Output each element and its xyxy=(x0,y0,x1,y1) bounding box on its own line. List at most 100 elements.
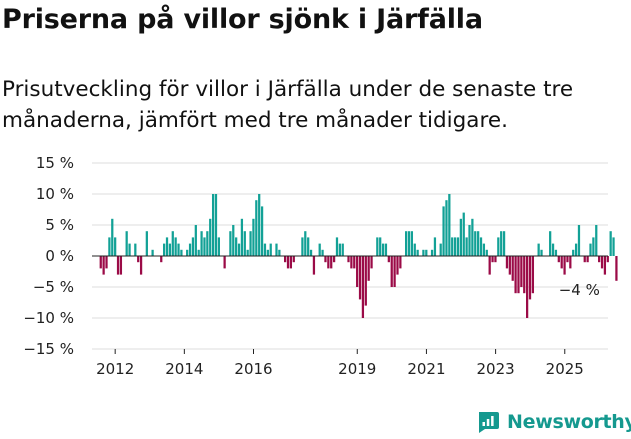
bar-positive xyxy=(321,249,324,256)
bar-negative xyxy=(505,256,509,269)
bar-negative xyxy=(289,256,293,269)
y-tick-label: −15 % xyxy=(23,340,74,358)
bar-positive xyxy=(194,225,197,256)
bar-positive xyxy=(186,249,189,256)
bar-positive xyxy=(384,243,388,256)
bar-positive xyxy=(171,231,174,256)
bar-positive xyxy=(180,249,183,256)
bar-positive xyxy=(318,243,321,256)
bar-positive xyxy=(266,249,269,256)
bar-negative xyxy=(531,256,535,294)
bar-positive xyxy=(338,243,341,256)
bar-positive xyxy=(540,249,543,256)
bar-positive xyxy=(243,231,246,256)
brand-name: Newsworthy xyxy=(507,411,631,433)
y-tick-label: 5 % xyxy=(45,216,74,234)
bar-negative xyxy=(528,256,532,300)
bar-positive xyxy=(407,231,411,256)
bar-negative xyxy=(139,256,143,275)
bar-negative xyxy=(367,256,370,281)
bar-positive xyxy=(468,225,471,256)
bar-negative xyxy=(491,256,494,263)
bar-positive xyxy=(422,249,425,256)
bar-positive xyxy=(462,212,465,256)
bar-positive xyxy=(502,231,506,256)
y-tick-label: 15 % xyxy=(36,154,74,172)
bar-negative xyxy=(569,256,572,269)
bar-negative xyxy=(347,256,350,263)
bar-positive xyxy=(304,231,307,256)
bar-positive xyxy=(425,249,428,256)
page-subtitle: Prisutveckling för villor i Järfälla und… xyxy=(2,77,574,133)
bar-positive xyxy=(549,231,552,256)
bar-negative xyxy=(292,256,295,263)
bar-positive xyxy=(237,243,241,256)
bar-positive xyxy=(177,243,180,256)
bar-positive xyxy=(612,237,615,256)
bar-positive xyxy=(497,237,500,256)
bar-negative xyxy=(286,256,290,269)
bar-positive xyxy=(376,237,379,256)
bar-positive xyxy=(229,231,232,256)
bar-positive xyxy=(128,243,131,256)
bar-negative xyxy=(105,256,108,269)
bar-positive xyxy=(485,249,488,256)
x-tick-label: 2014 xyxy=(165,360,203,378)
bar-negative xyxy=(312,256,316,275)
bar-positive xyxy=(609,231,612,256)
bar-negative xyxy=(517,256,520,294)
bar-negative xyxy=(583,256,586,263)
bar-negative xyxy=(116,256,120,275)
bar-positive xyxy=(203,237,206,256)
y-tick-label: 10 % xyxy=(36,185,74,203)
bar-negative xyxy=(566,256,569,263)
bar-positive xyxy=(114,237,117,256)
bar-positive xyxy=(217,237,220,256)
bar-negative xyxy=(393,256,396,287)
bar-negative xyxy=(353,256,356,269)
bar-negative xyxy=(526,256,529,318)
bar-negative xyxy=(586,256,589,263)
bar-negative xyxy=(488,256,491,275)
y-tick-label: 0 % xyxy=(45,247,74,265)
bar-positive xyxy=(269,243,272,256)
bar-positive xyxy=(459,218,462,256)
bar-positive xyxy=(448,194,451,256)
x-axis xyxy=(92,255,608,354)
bar-negative xyxy=(119,256,123,275)
bar-negative xyxy=(327,256,330,269)
bar-positive xyxy=(439,243,442,256)
bar-positive xyxy=(500,231,503,256)
bar-positive xyxy=(442,206,445,256)
bar-negative xyxy=(563,256,566,275)
bar-negative xyxy=(511,256,514,281)
x-tick-label: 2021 xyxy=(407,360,445,378)
bar-negative xyxy=(284,256,287,263)
bar-positive xyxy=(341,243,344,256)
bar-positive xyxy=(258,194,261,256)
x-tick-label: 2016 xyxy=(234,360,272,378)
bar-positive xyxy=(151,249,154,256)
bar-positive xyxy=(589,243,592,256)
bar-positive xyxy=(240,218,244,256)
bar-negative xyxy=(137,256,140,263)
bar-positive xyxy=(249,231,252,256)
bar-negative xyxy=(560,256,563,269)
bar-negative xyxy=(494,256,497,263)
bars xyxy=(99,194,618,318)
x-tick-label: 2025 xyxy=(546,360,584,378)
bar-positive xyxy=(301,237,304,256)
gridlines xyxy=(92,162,608,350)
bar-positive xyxy=(275,243,278,256)
bar-negative xyxy=(520,256,523,287)
bar-positive xyxy=(430,249,434,256)
bar-positive xyxy=(379,237,382,256)
bar-positive xyxy=(577,225,581,256)
bar-negative xyxy=(557,256,560,263)
bar-positive xyxy=(260,206,264,256)
bar-positive xyxy=(451,237,454,256)
bar-positive xyxy=(165,237,169,256)
bar-positive xyxy=(214,194,218,256)
bar-negative xyxy=(330,256,333,269)
